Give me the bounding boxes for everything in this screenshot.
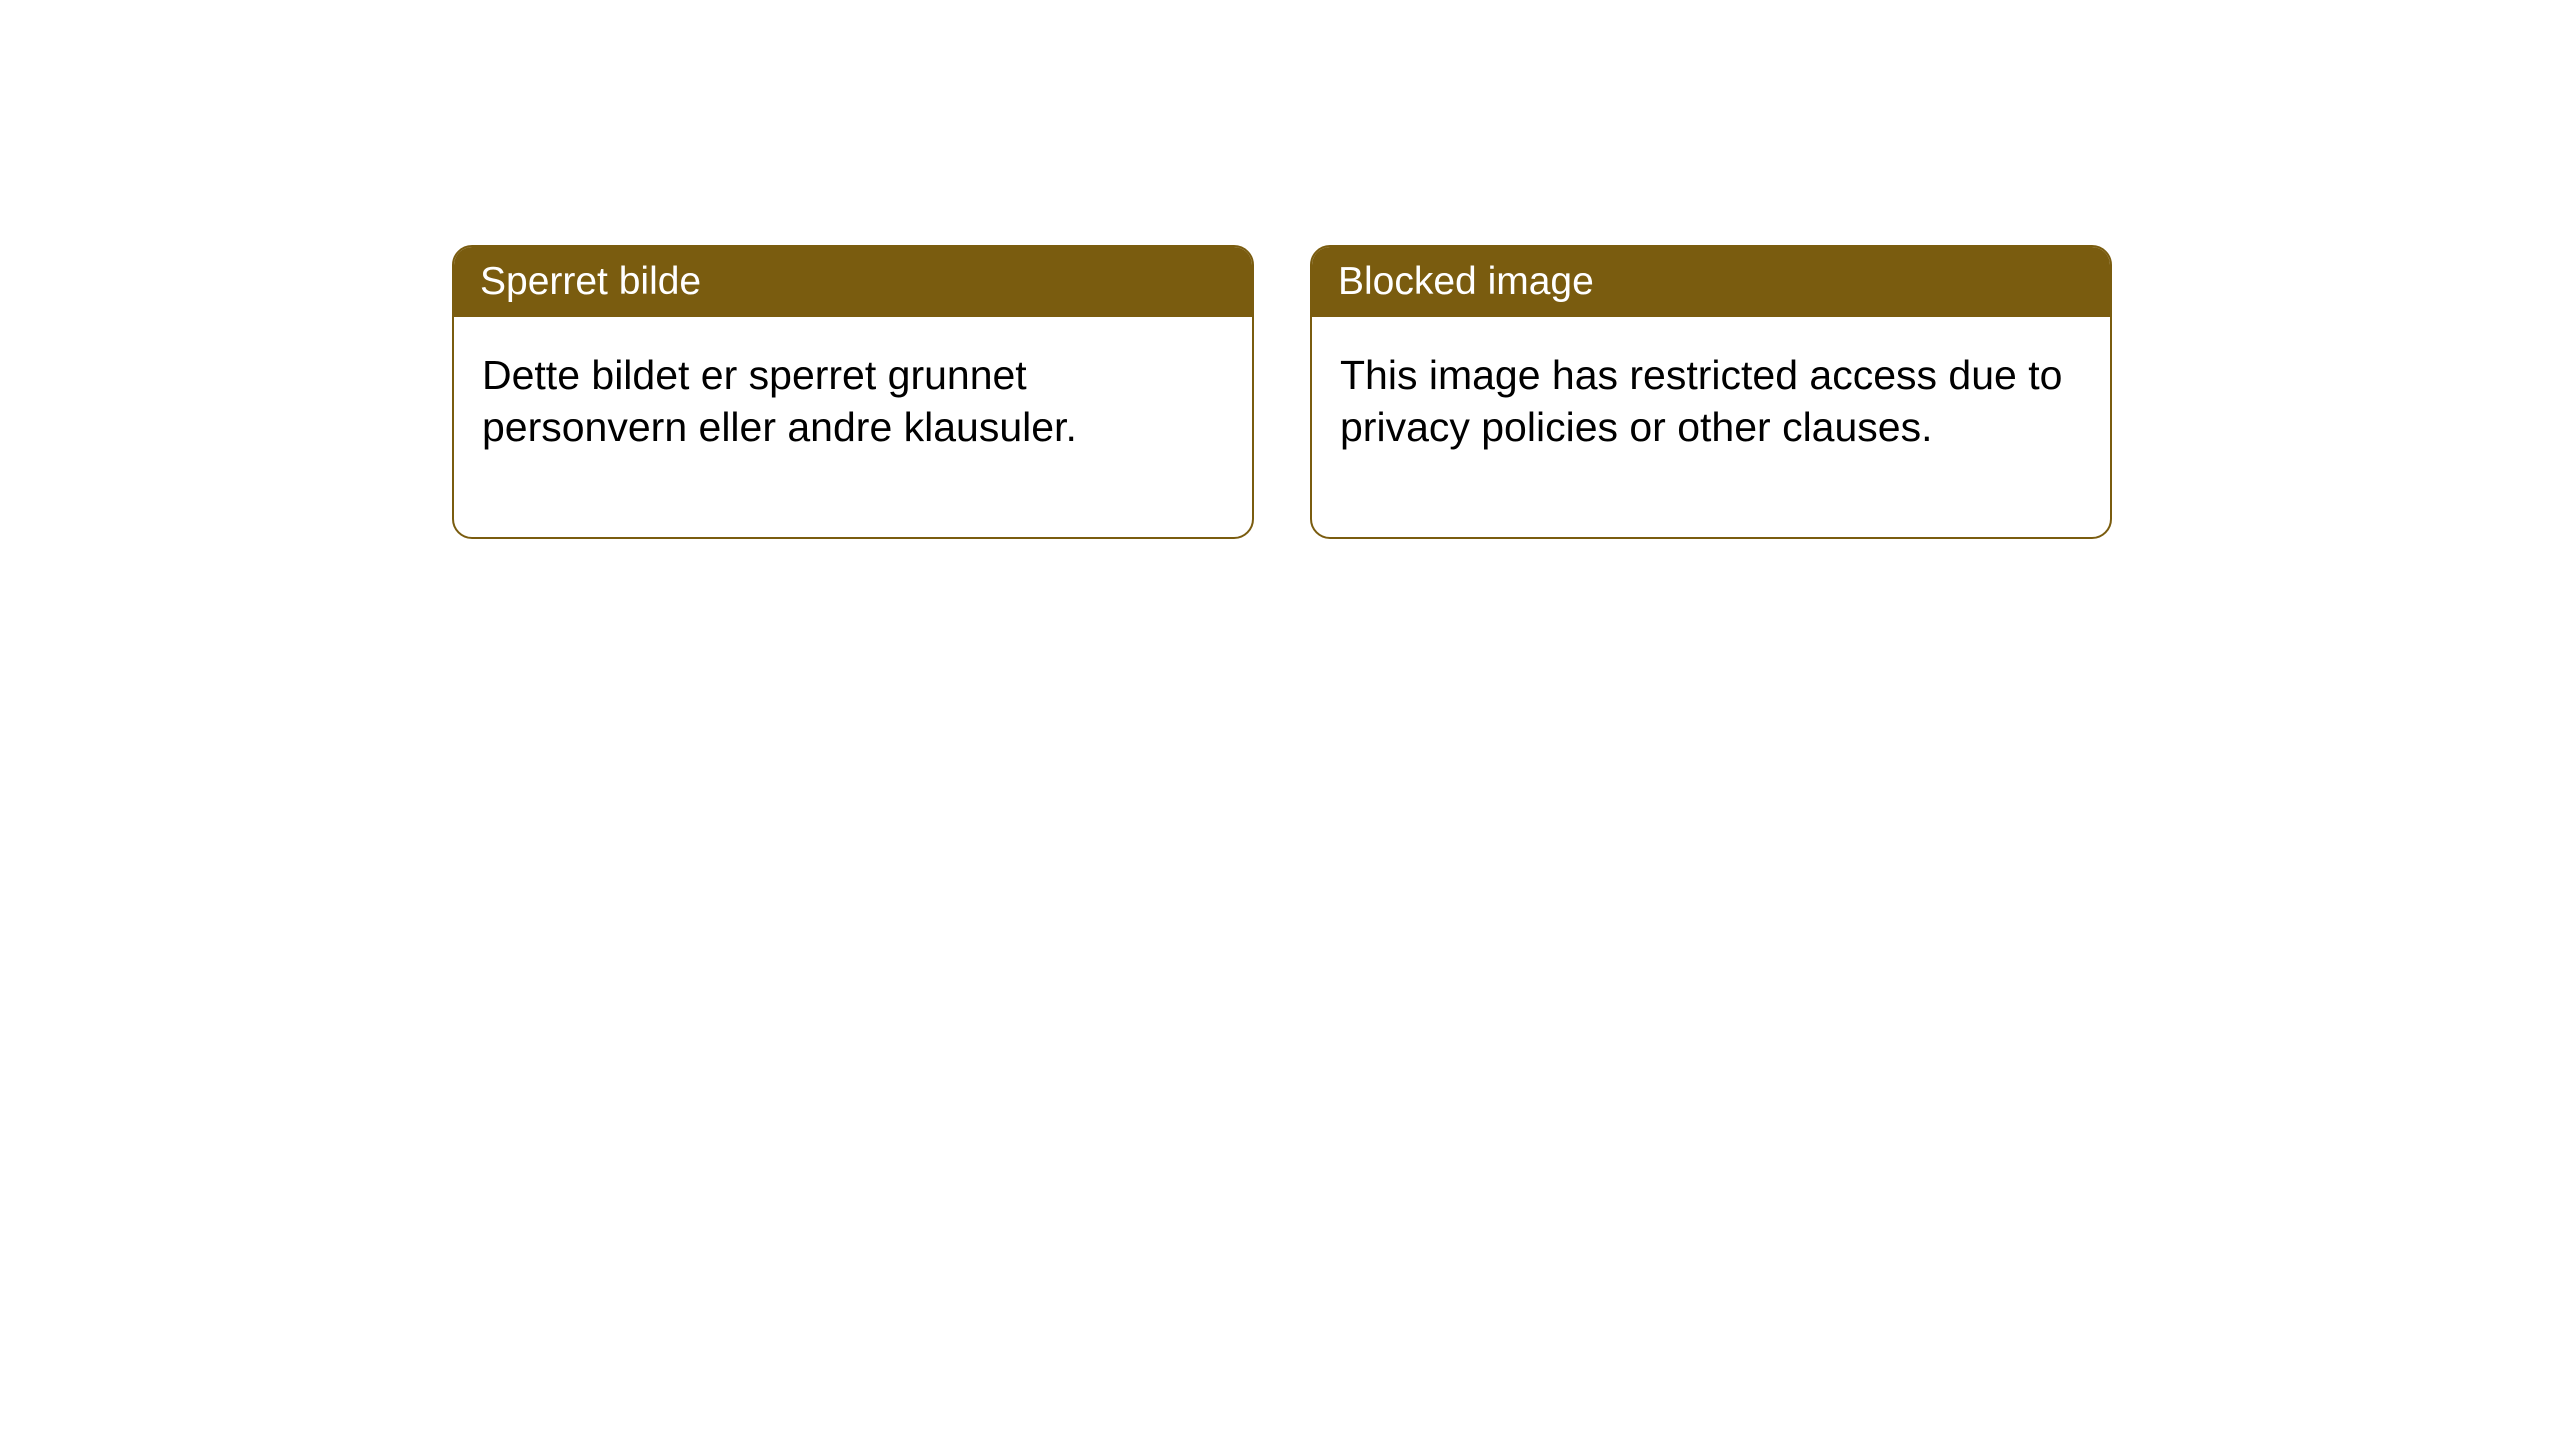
notice-header: Blocked image [1312,247,2110,317]
notice-card-norwegian: Sperret bilde Dette bildet er sperret gr… [452,245,1254,539]
notice-header: Sperret bilde [454,247,1252,317]
notice-message: This image has restricted access due to … [1340,352,2062,450]
notice-title: Sperret bilde [480,260,701,303]
notice-title: Blocked image [1338,260,1594,303]
notice-container: Sperret bilde Dette bildet er sperret gr… [0,0,2560,539]
notice-body: This image has restricted access due to … [1312,317,2110,537]
notice-message: Dette bildet er sperret grunnet personve… [482,352,1077,450]
notice-card-english: Blocked image This image has restricted … [1310,245,2112,539]
notice-body: Dette bildet er sperret grunnet personve… [454,317,1252,537]
